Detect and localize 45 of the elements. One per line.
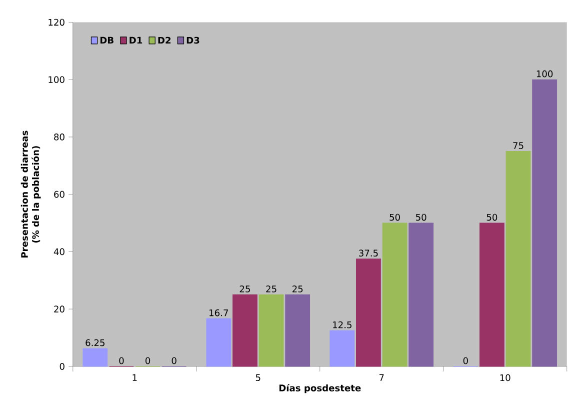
y-tick-label: 60 [54, 190, 64, 198]
y-tick-label: 80 [54, 134, 64, 140]
x-tick-label: 5 [256, 374, 260, 382]
data-label: 75 [513, 142, 524, 149]
x-axis-title: Días posdestete [279, 384, 361, 394]
bar [330, 330, 355, 367]
data-label: 50 [416, 214, 426, 221]
data-label: 100 [536, 70, 553, 78]
data-label: 25 [292, 286, 303, 292]
bar [258, 294, 284, 367]
y-axis-title: Presentacion de diarreas (% de la población) [20, 130, 41, 258]
y-tick-label: 100 [48, 76, 64, 84]
data-label: 50 [390, 214, 400, 221]
data-label: 0 [172, 357, 176, 364]
y-tick-label: 120 [48, 18, 64, 26]
legend-label: D2 [158, 36, 171, 44]
bar [232, 294, 258, 367]
data-label: 0 [146, 357, 150, 364]
bar [285, 294, 310, 367]
y-tick-label: 0 [60, 362, 64, 370]
data-label: 50 [486, 214, 498, 221]
bar [532, 79, 558, 367]
bar [506, 151, 531, 367]
y-tick-label: 40 [54, 248, 64, 256]
data-label: 0 [119, 357, 124, 364]
data-label: 12.5 [333, 321, 352, 328]
bar [82, 348, 108, 367]
bar [356, 258, 381, 367]
data-label: 0 [463, 357, 468, 364]
x-tick-label: 10 [500, 374, 510, 382]
legend-label: DB [100, 36, 114, 44]
data-label: 6.25 [86, 339, 104, 346]
x-tick-label: 1 [132, 374, 137, 381]
bar [479, 222, 504, 367]
data-label: 37.5 [359, 250, 378, 257]
legend-label: D1 [130, 36, 142, 44]
data-label: 25 [266, 286, 276, 292]
data-label: 16.7 [210, 309, 228, 316]
bar [408, 222, 434, 367]
bar [206, 318, 232, 367]
legend-label: D3 [186, 36, 200, 44]
data-label: 25 [240, 286, 250, 292]
y-tick-label: 20 [54, 306, 64, 312]
x-tick-label: 7 [379, 374, 384, 381]
bar [382, 222, 408, 367]
